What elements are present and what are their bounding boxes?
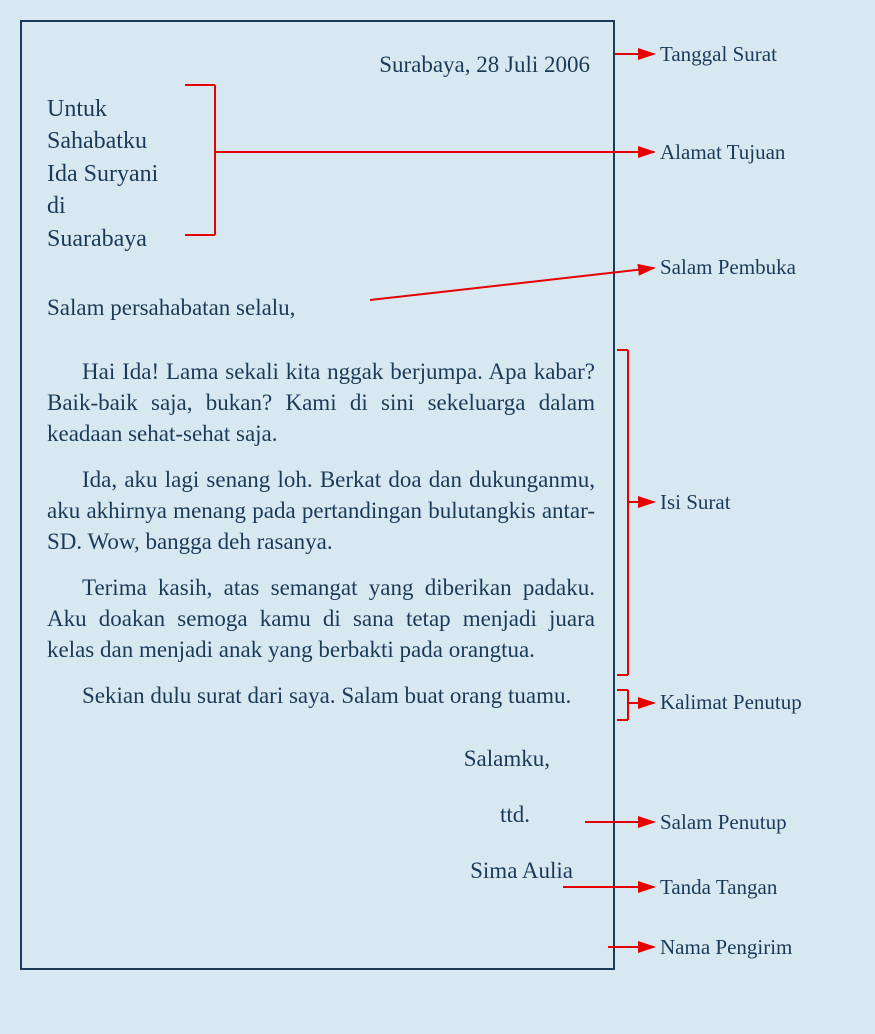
letter-address: Untuk Sahabatku Ida Suryani di Suarabaya [47, 93, 595, 255]
addr-line: Ida Suryani [47, 158, 595, 190]
letter-sender: Sima Aulia [47, 858, 595, 884]
letter-box: Surabaya, 28 Juli 2006 Untuk Sahabatku I… [20, 20, 615, 970]
label-salam-pembuka: Salam Pembuka [660, 255, 796, 280]
letter-closing: Salamku, [47, 746, 595, 772]
label-tanda-tangan: Tanda Tangan [660, 875, 777, 900]
letter-greeting: Salam persahabatan selalu, [47, 295, 595, 321]
label-salam-penutup: Salam Penutup [660, 810, 787, 835]
label-tanggal: Tanggal Surat [660, 42, 777, 67]
diagram-container: Surabaya, 28 Juli 2006 Untuk Sahabatku I… [10, 10, 865, 1014]
letter-date: Surabaya, 28 Juli 2006 [47, 52, 595, 78]
label-isi: Isi Surat [660, 490, 731, 515]
letter-paragraph: Hai Ida! Lama sekali kita nggak berjumpa… [47, 356, 595, 449]
letter-paragraph: Terima kasih, atas semangat yang diberik… [47, 572, 595, 665]
label-kalimat-penutup: Kalimat Penutup [660, 690, 802, 715]
letter-signature: ttd. [47, 802, 595, 828]
addr-line: Sahabatku [47, 125, 595, 157]
addr-line: di [47, 190, 595, 222]
letter-paragraph: Sekian dulu surat dari saya. Salam buat … [47, 680, 595, 711]
addr-line: Untuk [47, 93, 595, 125]
label-nama-pengirim: Nama Pengirim [660, 935, 792, 960]
letter-paragraph: Ida, aku lagi senang loh. Berkat doa dan… [47, 464, 595, 557]
addr-line: Suarabaya [47, 223, 595, 255]
label-alamat: Alamat Tujuan [660, 140, 785, 165]
